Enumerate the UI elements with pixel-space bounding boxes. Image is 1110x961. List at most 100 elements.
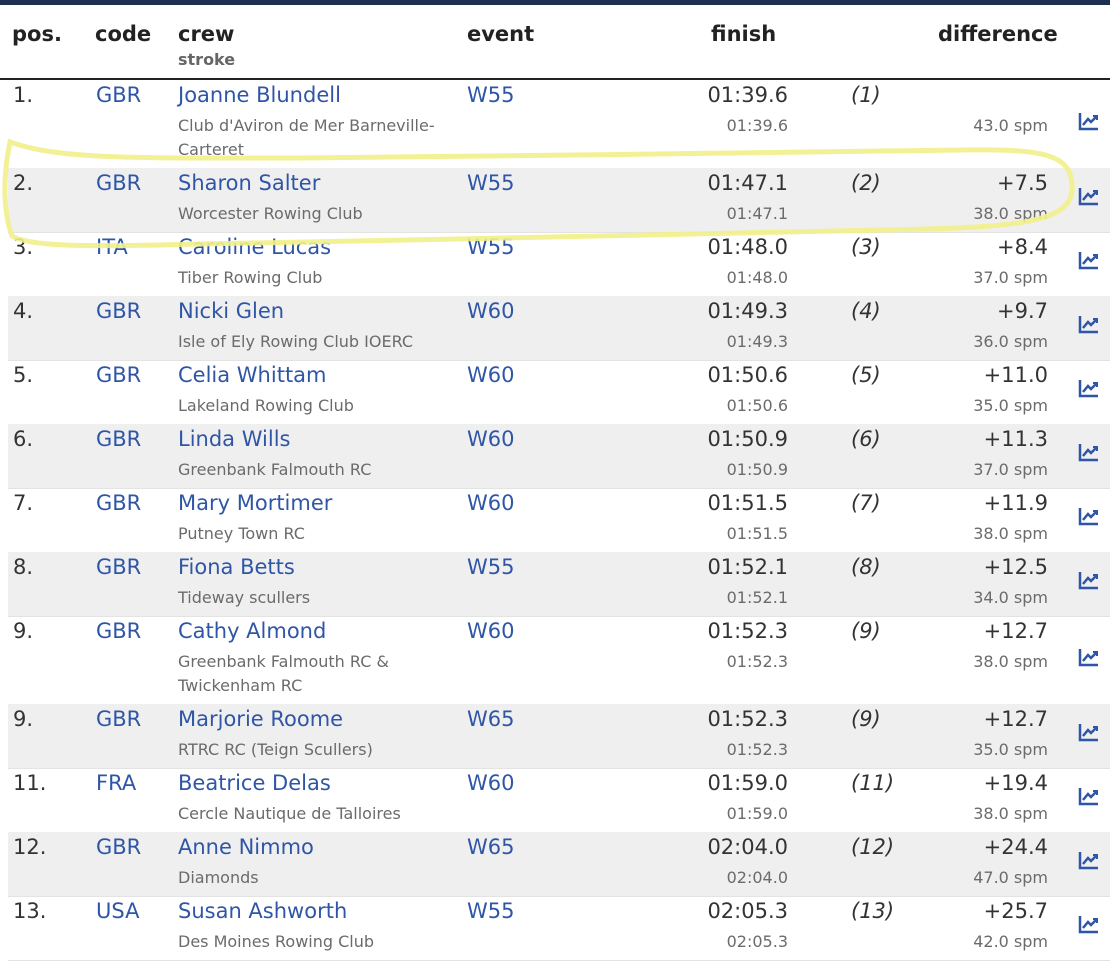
row-crew-link[interactable]: Fiona Betts [178, 555, 295, 579]
row-category-rank: (9) [851, 619, 881, 643]
row-position: 6. [13, 427, 34, 451]
chart-line-icon[interactable] [1078, 442, 1100, 462]
row-event-link[interactable]: W60 [467, 363, 515, 387]
row-event-link[interactable]: W60 [467, 427, 515, 451]
row-crew-link[interactable]: Mary Mortimer [178, 491, 333, 515]
table-row: 7. GBR Mary Mortimer Putney Town RC W60 01:51… [8, 488, 1110, 553]
row-finish-time: 01:50.9 [707, 427, 788, 451]
chart-line-icon[interactable] [1078, 378, 1100, 398]
table-row: 13. USA Susan Ashworth Des Moines Rowing Cl… [8, 896, 1110, 961]
row-position: 3. [13, 235, 34, 259]
row-country-code[interactable]: GBR [96, 299, 142, 323]
row-country-code[interactable]: GBR [96, 491, 142, 515]
chart-line-icon[interactable] [1078, 314, 1100, 334]
row-finish-time: 01:52.3 [707, 619, 788, 643]
row-crew-link[interactable]: Nicki Glen [178, 299, 285, 323]
row-stroke-rate: 38.0 spm [973, 804, 1048, 823]
row-category-rank: (7) [851, 491, 881, 515]
row-difference: +24.4 [983, 835, 1048, 859]
row-position: 13. [13, 899, 47, 923]
row-finish-time: 01:39.6 [707, 83, 788, 107]
row-crew-link[interactable]: Anne Nimmo [178, 835, 314, 859]
table-row: 8. GBR Fiona Betts Tideway scullers W55 01:52… [8, 552, 1110, 617]
row-country-code[interactable]: FRA [96, 771, 137, 795]
header-pos: pos. [12, 22, 62, 46]
row-event-link[interactable]: W65 [467, 835, 515, 859]
row-crew-link[interactable]: Celia Whittam [178, 363, 327, 387]
row-event-link[interactable]: W55 [467, 555, 515, 579]
chart-line-icon[interactable] [1078, 914, 1100, 934]
row-event-link[interactable]: W60 [467, 619, 515, 643]
chart-line-icon[interactable] [1078, 570, 1100, 590]
row-country-code[interactable]: GBR [96, 707, 142, 731]
row-club: Diamonds [178, 868, 259, 887]
row-country-code[interactable]: GBR [96, 555, 142, 579]
row-split-time: 01:52.3 [726, 652, 788, 671]
row-stroke-rate: 38.0 spm [973, 204, 1048, 223]
row-split-time: 02:05.3 [726, 932, 788, 951]
row-event-link[interactable]: W65 [467, 707, 515, 731]
row-category-rank: (8) [851, 555, 881, 579]
row-crew-link[interactable]: Susan Ashworth [178, 899, 348, 923]
row-country-code[interactable]: GBR [96, 619, 142, 643]
row-country-code[interactable]: GBR [96, 835, 142, 859]
chart-line-icon[interactable] [1078, 786, 1100, 806]
row-club: Tideway scullers [178, 588, 311, 607]
row-country-code[interactable]: GBR [96, 427, 142, 451]
row-crew-link[interactable]: Caroline Lucas [178, 235, 332, 259]
row-difference: +12.7 [983, 707, 1048, 731]
chart-line-icon[interactable] [1078, 250, 1100, 270]
table-row: 9. GBR Cathy Almond Greenbank Falmouth RC &… [8, 616, 1110, 705]
chart-line-icon[interactable] [1078, 506, 1100, 526]
row-club: Worcester Rowing Club [178, 204, 363, 223]
chart-line-icon[interactable] [1078, 722, 1100, 742]
chart-line-icon[interactable] [1078, 647, 1100, 667]
row-position: 2. [13, 171, 34, 195]
row-category-rank: (1) [851, 83, 881, 107]
row-crew-link[interactable]: Joanne Blundell [178, 83, 341, 107]
row-difference: +12.5 [983, 555, 1048, 579]
row-stroke-rate: 34.0 spm [973, 588, 1048, 607]
row-country-code[interactable]: ITA [96, 235, 128, 259]
row-split-time: 01:50.9 [726, 460, 788, 479]
row-position: 7. [13, 491, 34, 515]
row-event-link[interactable]: W55 [467, 83, 515, 107]
top-bar [0, 0, 1110, 5]
row-country-code[interactable]: GBR [96, 171, 142, 195]
row-crew-link[interactable]: Sharon Salter [178, 171, 321, 195]
row-event-link[interactable]: W55 [467, 235, 515, 259]
row-stroke-rate: 36.0 spm [973, 332, 1048, 351]
row-split-time: 01:52.3 [726, 740, 788, 759]
row-crew-link[interactable]: Linda Wills [178, 427, 291, 451]
row-country-code[interactable]: GBR [96, 83, 142, 107]
row-split-time: 02:04.0 [726, 868, 788, 887]
row-category-rank: (5) [851, 363, 881, 387]
row-event-link[interactable]: W60 [467, 299, 515, 323]
row-country-code[interactable]: USA [96, 899, 140, 923]
row-event-link[interactable]: W60 [467, 491, 515, 515]
row-split-time: 01:49.3 [726, 332, 788, 351]
row-stroke-rate: 35.0 spm [973, 396, 1048, 415]
row-finish-time: 01:51.5 [707, 491, 788, 515]
row-crew-link[interactable]: Beatrice Delas [178, 771, 331, 795]
row-event-link[interactable]: W55 [467, 171, 515, 195]
row-crew-link[interactable]: Marjorie Roome [178, 707, 344, 731]
row-event-link[interactable]: W55 [467, 899, 515, 923]
row-category-rank: (4) [851, 299, 881, 323]
chart-line-icon[interactable] [1078, 111, 1100, 131]
row-difference: +11.3 [983, 427, 1048, 451]
row-crew-link[interactable]: Cathy Almond [178, 619, 327, 643]
results-table-header: pos. code crew stroke event finish diffe… [0, 14, 1110, 80]
row-stroke-rate: 37.0 spm [973, 268, 1048, 287]
row-club: Putney Town RC [178, 524, 305, 543]
row-event-link[interactable]: W60 [467, 771, 515, 795]
table-row: 2. GBR Sharon Salter Worcester Rowing Club W… [8, 168, 1110, 233]
table-row: 12. GBR Anne Nimmo Diamonds W65 02:04.0 (12) +2… [8, 832, 1110, 897]
chart-line-icon[interactable] [1078, 186, 1100, 206]
row-finish-time: 01:52.3 [707, 707, 788, 731]
chart-line-icon[interactable] [1078, 850, 1100, 870]
table-row: 4. GBR Nicki Glen Isle of Ely Rowing Club I… [8, 296, 1110, 361]
row-country-code[interactable]: GBR [96, 363, 142, 387]
row-position: 5. [13, 363, 34, 387]
table-row: 1. GBR Joanne Blundell Club d'Aviron de Mer… [8, 80, 1110, 169]
